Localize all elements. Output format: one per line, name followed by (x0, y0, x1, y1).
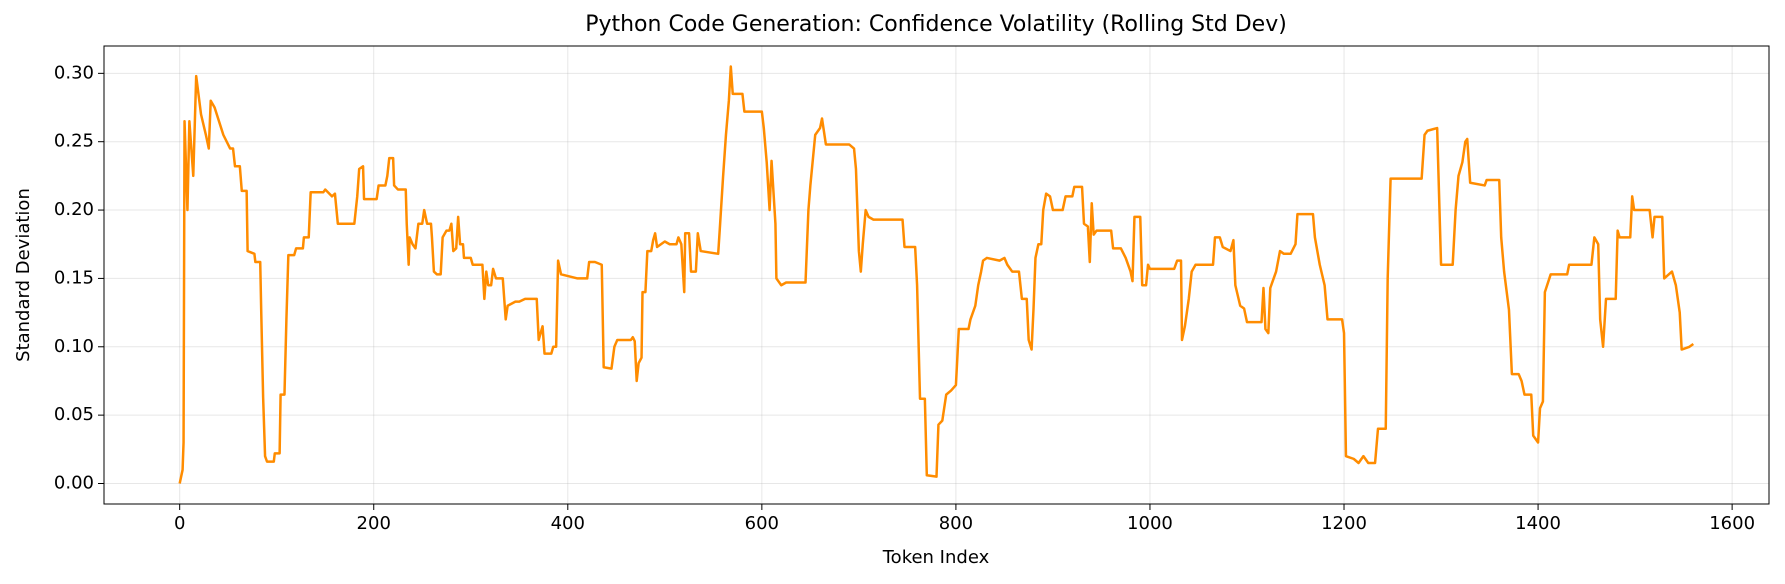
x-tick-label: 0 (174, 513, 185, 534)
data-line (178, 65, 1695, 484)
x-tick-label: 600 (745, 513, 779, 534)
y-tick-label: 0.25 (54, 131, 94, 152)
x-tick-label: 1400 (1515, 513, 1561, 534)
x-tick-label: 1200 (1321, 513, 1367, 534)
plot-frame (103, 45, 1770, 505)
x-tick-label: 1600 (1709, 513, 1755, 534)
y-tick-label: 0.10 (54, 336, 94, 357)
y-tick-label: 0.20 (54, 199, 94, 220)
x-tick-label: 200 (357, 513, 391, 534)
y-tick-label: 0.30 (54, 62, 94, 83)
y-tick-label: 0.05 (54, 404, 94, 425)
x-tick-label: 1000 (1127, 513, 1173, 534)
x-axis-label: Token Index (882, 547, 990, 568)
chart-title: Python Code Generation: Confidence Volat… (585, 12, 1287, 37)
x-tick-label: 800 (939, 513, 973, 534)
y-axis-label: Standard Deviation (13, 188, 34, 362)
y-tick-label: 0.15 (54, 267, 94, 288)
y-tick-label: 0.00 (54, 472, 94, 493)
x-tick-label: 400 (551, 513, 585, 534)
